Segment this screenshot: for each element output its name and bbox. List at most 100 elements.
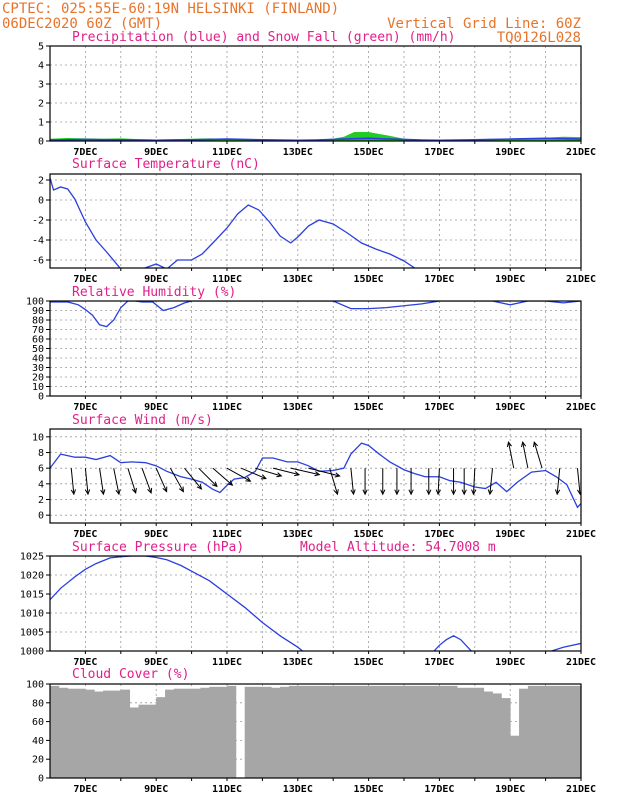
date-label: 9DEC: [144, 784, 168, 795]
y-tick-label: 50: [32, 344, 44, 355]
cloud-bar: [227, 685, 237, 778]
panel-title-precip: Precipitation (blue) and Snow Fall (gree…: [72, 30, 456, 45]
cloud-bar: [465, 687, 476, 778]
cloud-bar: [280, 686, 290, 778]
cloud-bar: [288, 685, 299, 778]
date-label: 13DEC: [283, 274, 313, 285]
wind-arrow-shaft: [350, 468, 354, 495]
cloud-bar: [368, 685, 378, 778]
wind-arrow-shaft: [308, 467, 340, 477]
wind-arrow-shaft: [437, 468, 440, 495]
cloud-bar: [200, 687, 210, 778]
wind-arrow-head: [554, 489, 561, 496]
y-tick-label: 10: [32, 432, 44, 443]
wind-arrow-shaft: [329, 468, 338, 495]
plot-area-temp: [50, 177, 416, 268]
y-tick-label: 4: [38, 61, 44, 72]
y-tick-label: 10: [32, 382, 44, 393]
y-tick-label: 70: [32, 325, 44, 336]
y-tick-label: 80: [32, 698, 44, 709]
wind-arrow-shaft: [226, 467, 251, 482]
wind-arrow-shaft: [127, 468, 137, 494]
wind-arrow: [169, 467, 184, 493]
date-label: 17DEC: [424, 402, 454, 413]
panel-title-cloud: Cloud Cover (%): [72, 667, 189, 682]
cloud-bar: [67, 688, 77, 778]
cloud-bar: [147, 704, 157, 778]
date-label: 15DEC: [354, 147, 384, 158]
y-tick-label: -4: [32, 236, 44, 247]
cloud-bar: [412, 685, 423, 778]
cloud-bar: [58, 687, 69, 778]
wind-arrow: [461, 468, 467, 496]
y-tick-label: 8: [38, 448, 44, 459]
y-tick-label: 40: [32, 354, 44, 365]
wind-arrow: [532, 441, 543, 469]
cloud-bar: [138, 704, 148, 778]
cloud-bar: [563, 685, 573, 778]
panel-wind: 0 2 4 6 8 10 7DEC 9DEC 11DEC 13DEC 15DEC 17DEC 19DEC…: [32, 413, 596, 540]
wind-arrow-shaft: [184, 467, 202, 490]
wind-arrow: [70, 468, 77, 496]
wind-arrow: [184, 467, 203, 490]
date-label: 19DEC: [495, 529, 525, 540]
date-label: 17DEC: [424, 147, 454, 158]
date-label: 11DEC: [212, 784, 242, 795]
y-tick-label: 20: [32, 373, 44, 384]
y-tick-label: 1010: [20, 609, 44, 620]
cloud-bar: [501, 698, 511, 778]
wind-arrow: [520, 441, 529, 469]
cloud-bar: [253, 686, 263, 778]
cloud-bar: [377, 685, 387, 778]
panel-cloud: 0 20 40 60 80 100 7DEC 9DEC 11DEC 13DEC 15DEC 17DEC…: [26, 667, 596, 795]
wind-arrow-head: [520, 441, 527, 448]
cloud-bar: [165, 689, 175, 778]
wind-arrow-shaft: [212, 467, 233, 486]
wind-arrow-shaft: [141, 467, 152, 494]
cloud-bar: [129, 707, 139, 778]
cloud-bar: [76, 688, 86, 778]
date-label: 17DEC: [424, 529, 454, 540]
wind-arrow: [506, 441, 515, 469]
date-label: 17DEC: [424, 784, 454, 795]
cloud-bar: [156, 697, 166, 778]
cloud-bar: [474, 687, 485, 778]
wind-arrow: [362, 468, 368, 496]
date-label: 7DEC: [73, 274, 97, 285]
wind-arrow-shaft: [169, 467, 184, 492]
plot-area-cloud: [50, 685, 581, 778]
cloud-bar: [94, 691, 104, 778]
wind-arrow-head: [131, 487, 137, 494]
cloud-bar: [306, 685, 316, 778]
y-tick-label: 60: [32, 717, 44, 728]
wind-arrow-head: [276, 472, 283, 478]
y-tick-label: 0: [38, 196, 44, 207]
header-grid-note: Vertical Grid Line: 60Z: [387, 16, 581, 32]
date-label: 21DEC: [566, 657, 596, 668]
cloud-bar: [244, 686, 254, 778]
cloud-bar: [173, 688, 184, 778]
date-label: 15DEC: [354, 784, 384, 795]
y-tick-label: 5: [38, 42, 44, 53]
wind-arrow: [113, 468, 121, 496]
wind-arrow: [198, 467, 218, 488]
cloud-bar: [218, 686, 228, 778]
model-altitude-label: Model Altitude: 54.7008 m: [300, 540, 496, 555]
panel-title-pres: Surface Pressure (hPa): [72, 540, 244, 555]
date-label: 13DEC: [283, 784, 313, 795]
date-label: 13DEC: [283, 402, 313, 413]
wind-arrow-head: [450, 489, 457, 496]
cloud-bar: [527, 685, 538, 778]
wind-arrow: [272, 467, 301, 477]
y-tick-label: 1020: [20, 571, 44, 582]
date-label: 21DEC: [566, 784, 596, 795]
cloud-bar: [395, 685, 405, 778]
cloud-bar: [191, 688, 201, 778]
date-label: 7DEC: [73, 402, 97, 413]
cloud-bar: [359, 685, 369, 778]
wind-arrow-shaft: [70, 468, 75, 495]
wind-arrow-head: [245, 476, 252, 482]
wind-arrow-head: [334, 472, 341, 478]
